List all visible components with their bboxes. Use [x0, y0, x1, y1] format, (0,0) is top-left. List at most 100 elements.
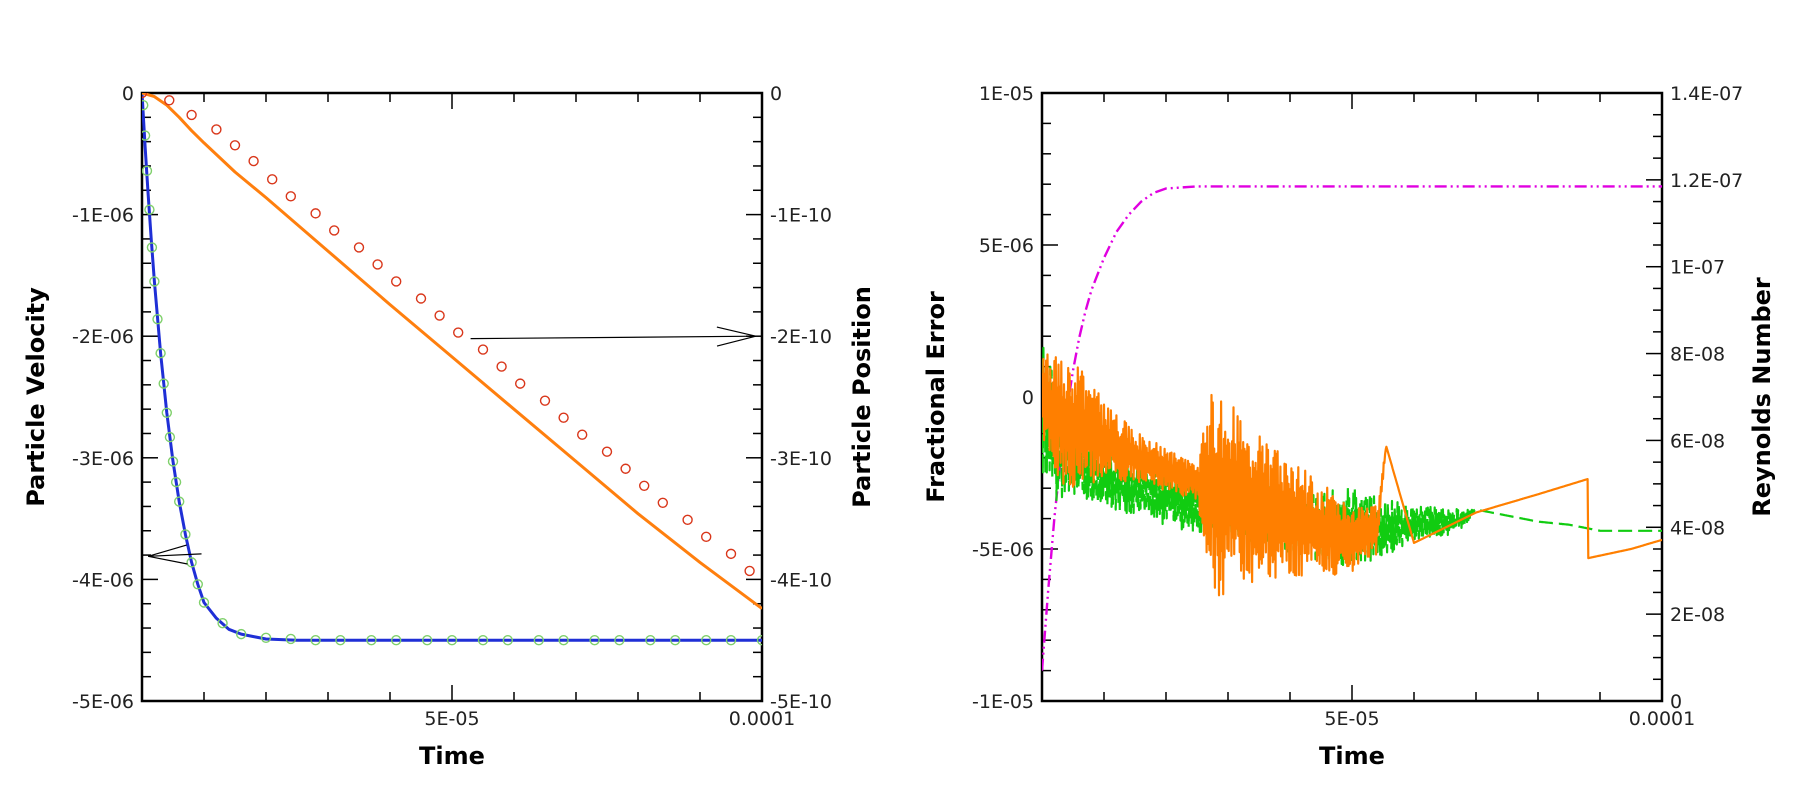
y-tick-label: -4E-06 — [72, 569, 134, 591]
y-tick-label: -3E-06 — [72, 448, 134, 470]
y-tick-label: -5E-06 — [972, 539, 1034, 561]
data-point — [155, 348, 166, 359]
y-tick-label: 1E-05 — [979, 83, 1034, 105]
data-point — [372, 259, 383, 270]
data-point — [620, 463, 631, 474]
data-point — [353, 242, 365, 253]
data-point — [149, 276, 160, 287]
data-point — [639, 480, 650, 491]
data-point — [422, 635, 433, 646]
data-point — [657, 497, 668, 508]
data-point — [310, 635, 321, 646]
series-2-line — [1042, 346, 1662, 567]
chart-panel-1: 5E-05 0.0001 0 -1E-06 -2E-06 -3E-06 -4E-06 -5E-… — [22, 83, 876, 770]
series-3-line — [142, 93, 762, 610]
y2-axis-title: Reynolds Number — [1748, 277, 1776, 517]
x-axis-title: Time — [419, 742, 485, 770]
x-axis-title: Time — [1319, 742, 1385, 770]
x-tick-label: 0.0001 — [729, 708, 795, 730]
data-point — [533, 635, 544, 646]
data-point — [496, 361, 507, 372]
series-4-markers — [142, 93, 755, 577]
data-point — [391, 276, 402, 287]
data-point — [539, 395, 551, 406]
y2-tick-label: 2E-08 — [1670, 604, 1725, 626]
data-point — [217, 617, 228, 629]
y2-tick-label: 4E-08 — [1670, 517, 1725, 539]
data-point — [756, 635, 762, 646]
data-point — [670, 635, 681, 646]
data-point — [558, 412, 569, 423]
data-point — [229, 140, 241, 151]
x-tick-label: 0.0001 — [1629, 708, 1695, 730]
data-point — [170, 476, 182, 488]
data-point — [192, 579, 204, 590]
annotation-arrow — [470, 326, 756, 347]
data-point — [310, 208, 321, 219]
data-point — [434, 310, 445, 321]
x-tick-label: 5E-05 — [424, 708, 479, 730]
data-point — [502, 635, 513, 646]
data-point — [164, 95, 175, 106]
series-group — [1042, 185, 1662, 671]
data-point — [558, 635, 569, 646]
data-point — [186, 109, 197, 121]
data-point — [725, 635, 737, 646]
y-tick-label: 5E-06 — [979, 235, 1034, 257]
data-point — [366, 635, 377, 646]
data-point — [142, 130, 151, 141]
data-point — [589, 635, 600, 646]
data-point — [211, 124, 222, 135]
series-2-markers — [142, 99, 762, 646]
data-point — [285, 191, 296, 202]
series-1-line — [142, 93, 762, 642]
data-point — [167, 456, 179, 467]
y-tick-label: -1E-06 — [72, 205, 134, 227]
data-point — [477, 635, 489, 646]
data-point — [614, 635, 625, 646]
data-point — [146, 242, 158, 253]
data-point — [198, 597, 210, 608]
data-point — [701, 635, 712, 646]
data-point — [186, 557, 197, 568]
data-point — [164, 431, 176, 443]
series-group — [142, 93, 762, 646]
data-point — [391, 635, 402, 646]
annotation-arrow — [148, 544, 202, 565]
data-point — [645, 635, 656, 646]
y2-tick-label: -5E-10 — [770, 691, 832, 713]
series-3-line — [1042, 353, 1662, 597]
y-axis-title: Particle Velocity — [22, 287, 50, 507]
y2-tick-label: 0 — [1670, 691, 1682, 713]
y2-tick-label: 8E-08 — [1670, 344, 1725, 366]
data-point — [477, 344, 489, 355]
data-point — [142, 99, 149, 111]
plot-frame — [140, 91, 764, 703]
data-point — [335, 635, 346, 646]
data-point — [180, 529, 191, 540]
data-point — [158, 378, 169, 389]
y2-tick-label: -3E-10 — [770, 448, 832, 470]
data-point — [235, 628, 247, 640]
y2-tick-label: 1.2E-07 — [1670, 170, 1743, 192]
data-point — [329, 225, 340, 236]
data-point — [415, 293, 427, 304]
y-tick-label: -2E-06 — [72, 326, 134, 348]
data-point — [446, 635, 458, 646]
data-point — [142, 165, 153, 177]
data-point — [260, 632, 272, 643]
data-point — [577, 429, 588, 440]
y-tick-label: -1E-05 — [972, 691, 1034, 713]
data-point — [682, 514, 693, 526]
y2-tick-label: -1E-10 — [770, 205, 832, 227]
data-point — [285, 633, 296, 645]
y2-tick-label: 0 — [770, 83, 782, 105]
chart-panel-2: 5E-05 0.0001 1E-05 5E-06 0 -5E-06 -1E-05 1.4E-0… — [922, 83, 1776, 770]
data-point — [453, 327, 464, 338]
data-point — [152, 313, 163, 325]
data-point — [144, 204, 155, 215]
data-point — [725, 548, 737, 560]
y2-tick-label: -4E-10 — [770, 569, 832, 591]
data-point — [601, 446, 613, 457]
